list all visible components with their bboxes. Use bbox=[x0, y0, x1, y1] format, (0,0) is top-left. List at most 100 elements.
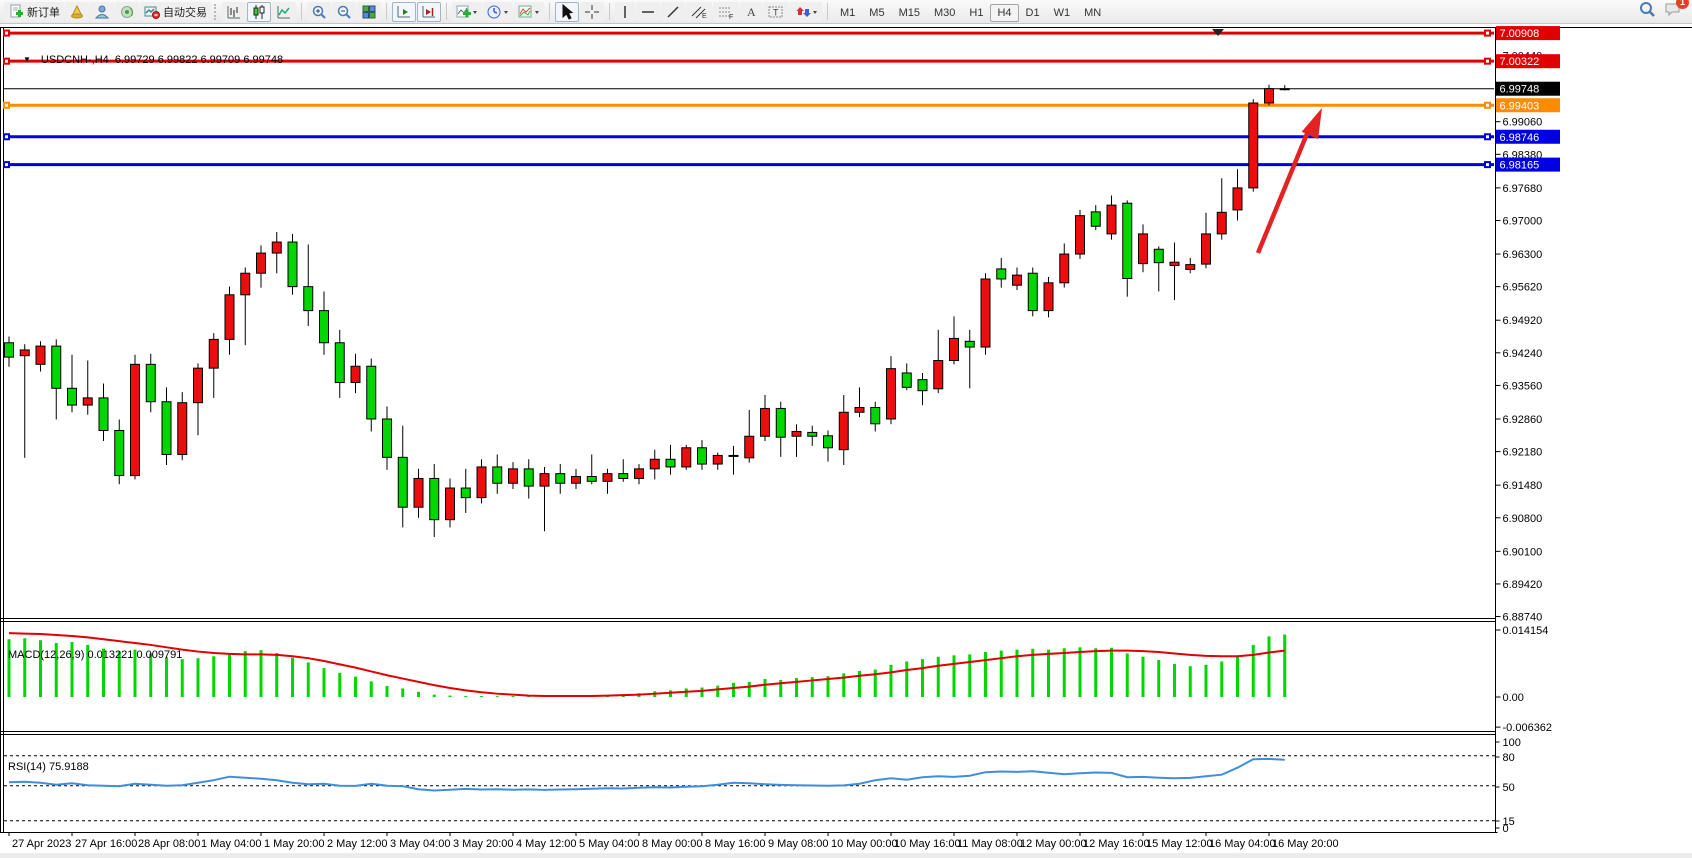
svg-text:15: 15 bbox=[1503, 816, 1515, 828]
svg-text:6.92860: 6.92860 bbox=[1503, 414, 1543, 426]
tile-windows-button[interactable] bbox=[357, 1, 381, 22]
periods-button[interactable] bbox=[483, 1, 513, 22]
zoom-in-button[interactable] bbox=[307, 1, 331, 22]
text-label-button[interactable]: T bbox=[763, 1, 789, 22]
toolbar-grip bbox=[214, 3, 219, 20]
svg-text:7.00908: 7.00908 bbox=[1500, 28, 1540, 40]
auto-trading-icon bbox=[144, 4, 160, 20]
timeframe-button-M15[interactable]: M15 bbox=[898, 6, 920, 19]
svg-text:3 May 04:00: 3 May 04:00 bbox=[390, 838, 451, 850]
candles-layer bbox=[4, 84, 1290, 537]
toolbar-separator bbox=[827, 3, 828, 20]
new-order-button[interactable]: 新订单 bbox=[4, 1, 64, 22]
svg-text:6.94920: 6.94920 bbox=[1503, 315, 1543, 327]
line-chart-icon bbox=[276, 4, 292, 20]
chevron-down-icon[interactable]: ▼ bbox=[23, 55, 31, 64]
channel-icon: E bbox=[690, 4, 708, 20]
svg-text:16 May 04:00: 16 May 04:00 bbox=[1209, 838, 1276, 850]
zoom-out-button[interactable] bbox=[332, 1, 356, 22]
new-order-icon bbox=[8, 4, 24, 20]
timeframe-button-MN[interactable]: MN bbox=[1084, 6, 1102, 19]
timeframe-button-W1[interactable]: W1 bbox=[1053, 6, 1071, 19]
toolbar-separator bbox=[609, 3, 610, 20]
templates-button[interactable] bbox=[514, 1, 544, 22]
bar-chart-button[interactable] bbox=[222, 1, 246, 22]
horizontal-lines bbox=[3, 29, 1494, 169]
auto-scroll-button[interactable] bbox=[392, 1, 416, 22]
svg-text:10 May 16:00: 10 May 16:00 bbox=[894, 838, 961, 850]
candlestick-icon bbox=[251, 4, 267, 20]
toolbar-separator bbox=[549, 3, 550, 20]
price-badges: 7.00908 7.00322 6.99748 6.99403 6.98746 6.981… bbox=[1496, 26, 1560, 172]
svg-text:10 May 00:00: 10 May 00:00 bbox=[831, 838, 898, 850]
toolbar-separator bbox=[386, 3, 387, 20]
svg-text:7.00322: 7.00322 bbox=[1500, 56, 1540, 68]
svg-text:6.90100: 6.90100 bbox=[1503, 546, 1543, 558]
text-button[interactable]: A bbox=[740, 1, 762, 22]
signal-icon bbox=[119, 4, 135, 20]
svg-text:-0.006362: -0.006362 bbox=[1503, 722, 1553, 734]
trendline-button[interactable] bbox=[661, 1, 685, 22]
timeframe-button-M1[interactable]: M1 bbox=[840, 6, 856, 19]
timeframe-button-M30[interactable]: M30 bbox=[933, 6, 956, 19]
trend-arrow-annotation[interactable] bbox=[1255, 108, 1322, 254]
cone-tool-button[interactable] bbox=[65, 1, 89, 22]
svg-text:8 May 16:00: 8 May 16:00 bbox=[705, 838, 766, 850]
svg-text:12 May 16:00: 12 May 16:00 bbox=[1083, 838, 1150, 850]
svg-text:6.97680: 6.97680 bbox=[1503, 183, 1543, 195]
chat-badge: 1 bbox=[1676, 0, 1689, 9]
vertical-line-icon bbox=[619, 4, 631, 20]
timeframe-group: M1 M5 M15 M30 H1 H4 D1 W1 MN bbox=[833, 3, 1108, 22]
candlestick-chart-button[interactable] bbox=[247, 1, 271, 22]
rsi-indicator-label: RSI(14) 75.9188 bbox=[8, 761, 89, 773]
svg-text:8 May 00:00: 8 May 00:00 bbox=[642, 838, 703, 850]
community-button[interactable] bbox=[90, 1, 114, 22]
auto-trading-button[interactable]: 自动交易 bbox=[140, 1, 211, 22]
chart-shift-button[interactable] bbox=[417, 1, 441, 22]
symbol-title[interactable]: ▼ USDCNH-,H4 6.99729 6.99822 6.99709 6.99… bbox=[23, 54, 283, 66]
svg-text:6.98165: 6.98165 bbox=[1500, 160, 1540, 172]
search-icon[interactable] bbox=[1639, 1, 1656, 23]
signal-button[interactable] bbox=[115, 1, 139, 22]
svg-text:3 May 20:00: 3 May 20:00 bbox=[453, 838, 514, 850]
svg-text:2 May 12:00: 2 May 12:00 bbox=[327, 838, 388, 850]
svg-text:80: 80 bbox=[1503, 752, 1515, 764]
vertical-line-button[interactable] bbox=[615, 1, 635, 22]
line-chart-button[interactable] bbox=[272, 1, 296, 22]
fibonacci-button[interactable]: F bbox=[713, 1, 739, 22]
svg-text:1 May 20:00: 1 May 20:00 bbox=[264, 838, 325, 850]
timeframe-button-H4[interactable]: H4 bbox=[990, 3, 1019, 22]
chart-window[interactable]: 7.004406.990606.983806.976806.970006.963… bbox=[0, 24, 1692, 858]
indicators-button[interactable] bbox=[452, 1, 482, 22]
toolbar-separator bbox=[301, 3, 302, 20]
cursor-icon bbox=[559, 3, 575, 20]
svg-text:27 Apr 2023: 27 Apr 2023 bbox=[12, 838, 71, 850]
svg-text:0.014154: 0.014154 bbox=[1503, 625, 1549, 637]
cursor-button[interactable] bbox=[555, 1, 579, 22]
arrows-shapes-button[interactable] bbox=[790, 1, 822, 22]
fibonacci-icon: F bbox=[717, 4, 735, 20]
window-bottom-strip bbox=[0, 853, 1692, 858]
timeframe-button-D1[interactable]: D1 bbox=[1025, 6, 1040, 19]
timeframe-button-M5[interactable]: M5 bbox=[869, 6, 885, 19]
horizontal-line-button[interactable] bbox=[636, 1, 660, 22]
crosshair-button[interactable] bbox=[580, 1, 604, 22]
arrows-shapes-icon bbox=[794, 4, 818, 20]
candlestick-chart[interactable]: 7.004406.990606.983806.976806.970006.963… bbox=[0, 24, 1692, 858]
svg-text:5 May 04:00: 5 May 04:00 bbox=[579, 838, 640, 850]
svg-text:27 Apr 16:00: 27 Apr 16:00 bbox=[75, 838, 137, 850]
svg-text:50: 50 bbox=[1503, 782, 1515, 794]
svg-text:15 May 12:00: 15 May 12:00 bbox=[1146, 838, 1213, 850]
svg-text:100: 100 bbox=[1503, 737, 1521, 749]
bar-chart-icon bbox=[226, 4, 242, 20]
svg-text:9 May 08:00: 9 May 08:00 bbox=[768, 838, 829, 850]
equidistant-channel-button[interactable]: E bbox=[686, 1, 712, 22]
timeframe-button-H1[interactable]: H1 bbox=[969, 6, 984, 19]
svg-text:6.97000: 6.97000 bbox=[1503, 215, 1543, 227]
chat-button[interactable]: 1 bbox=[1664, 0, 1689, 22]
text-label-icon: T bbox=[767, 4, 785, 20]
chart-shift-marker bbox=[1212, 29, 1224, 36]
svg-text:11 May 08:00: 11 May 08:00 bbox=[957, 838, 1023, 850]
trendline-icon bbox=[665, 4, 681, 20]
